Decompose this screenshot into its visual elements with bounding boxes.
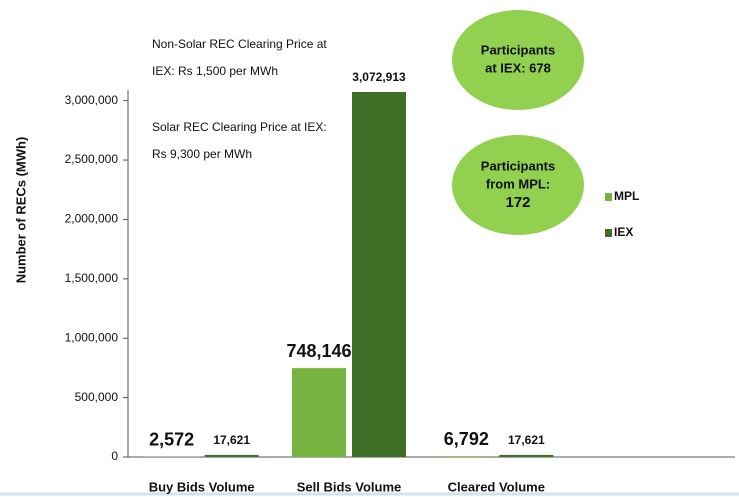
x-tick-label: Sell Bids Volume <box>297 479 402 494</box>
callout-text: 172 <box>505 194 530 211</box>
legend-swatch <box>605 229 612 237</box>
value-label: 3,072,913 <box>352 70 406 84</box>
y-tick-label: 2,000,000 <box>65 212 119 226</box>
x-tick-label: Cleared Volume <box>448 479 545 494</box>
annotation: Rs 9,300 per MWh <box>152 147 252 161</box>
callout-text: at IEX: 678 <box>485 60 551 75</box>
value-label: 748,146 <box>286 341 351 361</box>
legend-swatch <box>605 193 612 201</box>
callout-bubble <box>452 10 584 110</box>
annotation: IEX: Rs 1,500 per MWh <box>152 64 278 78</box>
legend-label: IEX <box>614 225 633 239</box>
x-tick-label: Buy Bids Volume <box>149 479 255 494</box>
callout-bubble <box>452 135 584 235</box>
y-tick-label: 1,000,000 <box>65 330 119 344</box>
y-tick-label: 1,500,000 <box>65 271 119 285</box>
bar <box>499 454 554 457</box>
annotation: Non-Solar REC Clearing Price at <box>152 37 327 51</box>
value-label: 2,572 <box>149 429 194 449</box>
value-label: 17,621 <box>213 433 250 447</box>
legend-label: MPL <box>614 189 639 203</box>
callout-text: from MPL: <box>486 176 550 191</box>
y-tick-label: 500,000 <box>75 390 119 404</box>
annotation: Solar REC Clearing Price at IEX: <box>152 120 327 134</box>
value-label: 6,792 <box>444 429 489 449</box>
y-tick-label: 3,000,000 <box>65 93 119 107</box>
callout-text: Participants <box>481 42 555 57</box>
value-label: 17,621 <box>508 433 545 447</box>
callout-text: Participants <box>481 158 555 173</box>
y-tick-label: 0 <box>111 449 118 463</box>
bar <box>439 456 494 457</box>
bar <box>292 368 346 457</box>
y-tick-label: 2,500,000 <box>65 152 119 166</box>
bar <box>352 91 406 457</box>
bar <box>204 454 259 457</box>
y-axis-label: Number of RECs (MWh) <box>13 137 28 284</box>
